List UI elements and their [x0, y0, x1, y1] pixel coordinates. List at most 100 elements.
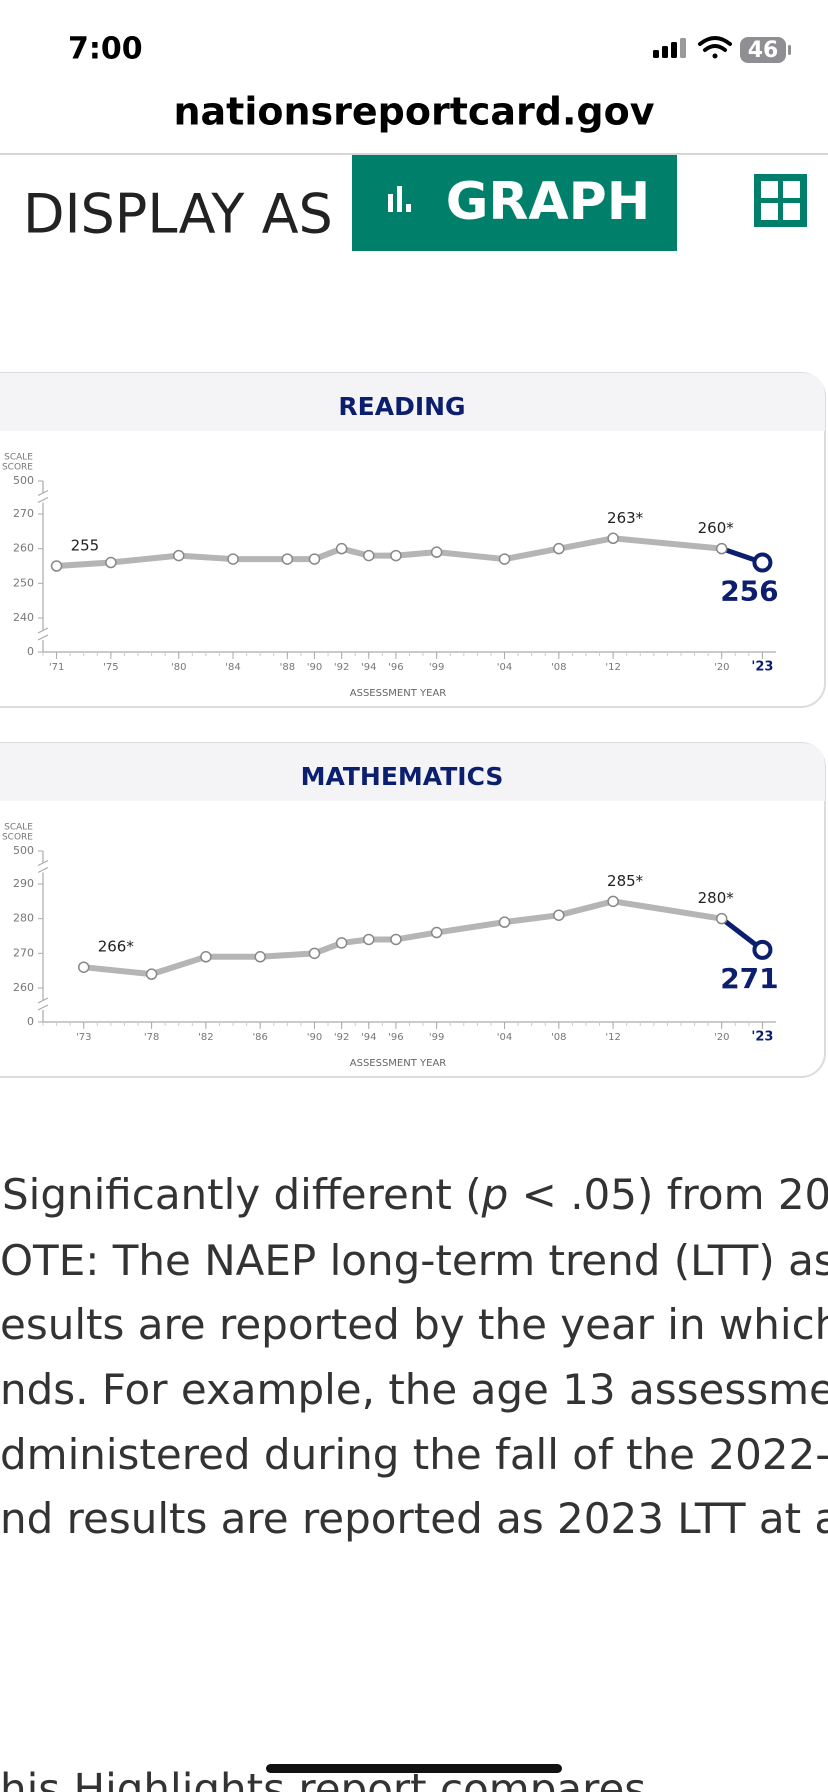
x-tick-label: '04: [497, 1032, 512, 1043]
data-label: 263*: [607, 509, 644, 527]
x-tick-label: '12: [605, 662, 620, 673]
data-point: [145, 968, 158, 980]
x-tick-label: '08: [551, 662, 566, 673]
axis-break: [37, 859, 49, 874]
data-point: [363, 933, 375, 946]
chart-title: READING: [338, 392, 465, 421]
x-tick-label: '08: [551, 1032, 566, 1043]
y-axis-label: SCORE: [2, 463, 33, 473]
data-point: [335, 542, 348, 555]
data-point: [390, 549, 402, 562]
x-axis-label: ASSESSMENT YEAR: [350, 688, 447, 699]
axis-break: [37, 997, 49, 1011]
footnote-text: dministered during the fall of the 2022-: [0, 1430, 828, 1479]
axis-break-gap: [38, 1000, 48, 1010]
x-tick-label: '86: [252, 1032, 267, 1043]
footnote-line: OTE: The NAEP long-term trend (LTT) as: [0, 1236, 828, 1285]
data-label: 280*: [698, 889, 735, 907]
data-point: [105, 556, 117, 569]
data-point: [752, 939, 773, 960]
data-point: [200, 951, 212, 963]
x-tick-label: '88: [280, 662, 295, 673]
y-tick-label: 250: [13, 576, 34, 589]
x-tick-label: '90: [307, 662, 322, 673]
y-axis-label: SCALE: [4, 823, 33, 833]
x-tick-label: '92: [334, 1032, 349, 1043]
y-tick-label: 260: [13, 542, 34, 555]
y-tick-label: 240: [13, 611, 34, 624]
data-label-latest: 271: [720, 962, 778, 995]
battery-level: 46: [748, 38, 779, 63]
data-point: [281, 553, 294, 565]
x-tick-label: '75: [103, 662, 118, 673]
data-point: [498, 916, 511, 928]
x-tick-label: '23: [751, 660, 773, 675]
data-point: [77, 961, 90, 973]
x-tick-label: '04: [497, 662, 512, 673]
display-label: DISPLAY AS: [23, 183, 333, 246]
chart-title: MATHEMATICS: [301, 762, 504, 791]
axis-break-gap: [38, 862, 48, 873]
footnote-text: Significantly different (: [2, 1170, 482, 1219]
x-tick-label: '12: [605, 1032, 620, 1043]
data-point: [172, 549, 185, 562]
footnote-line: dministered during the fall of the 2022-: [0, 1430, 828, 1479]
x-tick-label: '94: [361, 1032, 376, 1043]
data-point: [335, 937, 348, 949]
axis-break-gap: [38, 492, 48, 503]
status-time: 7:00: [68, 32, 143, 67]
x-tick-label: '99: [429, 1032, 444, 1043]
y-tick-label: 500: [13, 844, 34, 857]
signal-icon: [653, 38, 686, 58]
axis-break: [37, 627, 49, 641]
data-label-latest: 256: [720, 575, 778, 608]
x-tick-label: '96: [388, 662, 403, 673]
data-label: 285*: [607, 872, 644, 890]
data-point: [390, 933, 402, 946]
y-tick-label: 270: [13, 507, 34, 520]
y-axis-label: SCORE: [2, 833, 33, 843]
y-axis-label: SCALE: [4, 453, 33, 463]
data-point: [308, 947, 321, 960]
battery-tip: [788, 45, 791, 55]
data-point: [607, 895, 619, 908]
data-point: [715, 912, 728, 925]
x-tick-label: '92: [334, 662, 349, 673]
y-tick-label: 500: [13, 474, 34, 487]
x-tick-label: '71: [49, 662, 64, 673]
y-tick-label: 0: [27, 645, 34, 658]
footnote-text: < .05) from 202: [508, 1170, 828, 1219]
data-point: [553, 542, 565, 555]
data-point: [50, 560, 63, 572]
x-tick-label: '20: [714, 662, 729, 673]
graph-button-label[interactable]: GRAPH: [446, 172, 651, 232]
wifi-icon: [698, 36, 732, 59]
footnote-text: esults are reported by the year in which: [0, 1300, 828, 1349]
chart-header: [0, 373, 825, 431]
footnote-line: nds. For example, the age 13 assessme: [0, 1365, 828, 1414]
data-point: [607, 532, 619, 545]
x-tick-label: '96: [388, 1032, 403, 1043]
data-point: [498, 553, 511, 565]
x-tick-label: '73: [76, 1032, 91, 1043]
axis-break: [37, 489, 49, 504]
data-point: [227, 553, 239, 565]
x-tick-label: '99: [429, 662, 444, 673]
axis-break-gap: [38, 630, 48, 640]
data-point: [715, 542, 728, 555]
url[interactable]: nationsreportcard.gov: [173, 90, 654, 134]
table-icon[interactable]: [754, 174, 807, 227]
data-point: [430, 546, 443, 558]
x-tick-label: '94: [361, 662, 376, 673]
graph-button[interactable]: [352, 155, 677, 251]
footnote-line: Significantly different (p < .05) from 2…: [2, 1170, 828, 1219]
x-tick-label: '84: [225, 662, 240, 673]
x-tick-label: '78: [144, 1032, 159, 1043]
data-label: 255: [71, 537, 100, 555]
footnote-text: p: [481, 1170, 509, 1219]
y-tick-label: 0: [27, 1015, 34, 1028]
footnote-line: esults are reported by the year in which: [0, 1300, 828, 1349]
